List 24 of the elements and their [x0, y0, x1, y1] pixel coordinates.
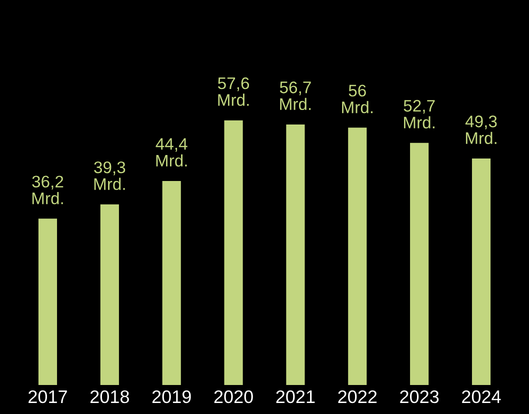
- data-label: 39,3 Mrd.: [94, 161, 126, 190]
- bar: [162, 180, 181, 386]
- x-tick-label: 2021: [276, 390, 315, 404]
- data-label: 57,6 Mrd.: [218, 77, 250, 106]
- x-tick-label: 2022: [338, 390, 377, 404]
- data-label: 49,3 Mrd.: [465, 116, 497, 144]
- x-tick-label: 2023: [400, 390, 439, 404]
- x-tick-label: 2020: [214, 390, 253, 404]
- bar: [100, 204, 119, 386]
- bar: [224, 120, 243, 386]
- data-label: 36,2 Mrd.: [32, 176, 64, 204]
- x-tick-label: 2017: [28, 390, 67, 404]
- bar: [410, 142, 429, 386]
- bar: [286, 124, 305, 386]
- data-label: 44,4 Mrd.: [156, 138, 188, 167]
- data-label: 56 Mrd.: [342, 84, 373, 114]
- data-label: 56,7 Mrd.: [280, 82, 311, 110]
- bar: [472, 158, 491, 386]
- x-tick-label: 2018: [90, 390, 129, 404]
- bar: [38, 218, 58, 386]
- x-tick-label: 2019: [152, 390, 191, 404]
- bar: [348, 128, 367, 386]
- x-tick-label: 2024: [462, 390, 501, 404]
- data-label: 52,7 Mrd.: [404, 100, 435, 128]
